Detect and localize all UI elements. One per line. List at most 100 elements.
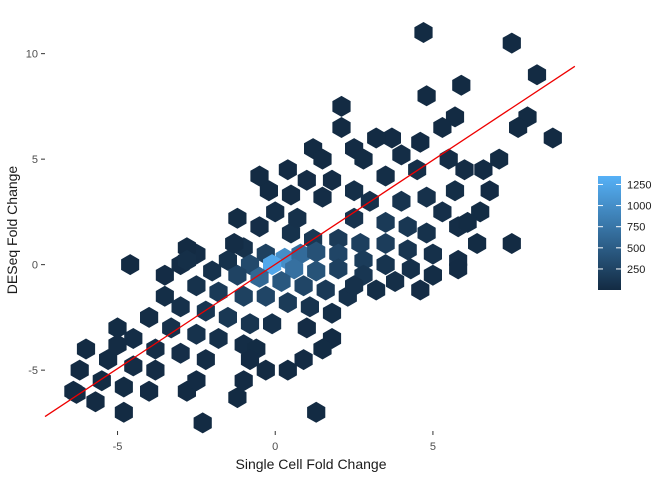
hex-bin — [527, 64, 547, 86]
hex-bin — [509, 117, 528, 138]
hex-bin — [386, 271, 405, 292]
hex-bin — [187, 275, 206, 297]
hex-bin — [354, 249, 373, 271]
hex-bin — [300, 296, 319, 318]
hex-bin — [234, 370, 253, 392]
hex-bin — [452, 74, 471, 96]
hex-bin — [177, 249, 196, 271]
hex-bin — [294, 275, 313, 297]
hex-bin — [114, 401, 133, 423]
hex-bin — [278, 159, 297, 181]
hex-bin — [250, 165, 269, 187]
x-tick-label: -5 — [113, 441, 123, 453]
hex-bin — [458, 211, 477, 233]
hex-bin — [411, 131, 430, 153]
hex-bin — [382, 127, 401, 149]
hex-bin — [401, 258, 420, 280]
hex-bin — [433, 201, 452, 223]
hex-bin — [398, 239, 417, 261]
hex-bin — [468, 233, 487, 254]
hex-bin — [322, 302, 342, 324]
hex-bin — [281, 222, 301, 244]
hex-bin — [332, 117, 351, 138]
hex-bin — [278, 359, 297, 381]
hex-bin — [209, 281, 228, 303]
legend-label: 500 — [627, 243, 645, 255]
hex-bin — [193, 412, 212, 434]
hex-layer — [64, 22, 562, 434]
hex-bin — [225, 233, 244, 254]
hex-bin — [376, 233, 395, 254]
hex-bin — [203, 260, 222, 282]
hex-bin — [155, 264, 174, 286]
hex-bin — [423, 243, 442, 265]
hex-bin — [294, 349, 313, 371]
hex-bin — [266, 201, 285, 223]
hex-bin — [367, 279, 386, 301]
hex-bin — [146, 338, 165, 360]
hex-bin — [70, 359, 89, 381]
hex-bin — [307, 241, 326, 263]
legend-label: 750 — [627, 222, 645, 234]
hex-bin — [228, 387, 247, 409]
hex-bin — [288, 207, 307, 229]
hex-bin — [502, 233, 521, 254]
hex-bin — [417, 222, 436, 244]
hex-bin — [345, 275, 364, 297]
hex-bin — [76, 338, 96, 360]
hex-bin — [285, 258, 304, 280]
hex-bin — [455, 159, 474, 181]
hex-bin — [114, 376, 133, 398]
hex-bin — [480, 180, 499, 202]
hex-bin — [433, 117, 452, 138]
hex-bin — [250, 216, 269, 238]
hex-bin — [86, 391, 105, 413]
hex-bin — [439, 148, 458, 170]
y-tick-label: -5 — [28, 365, 38, 377]
legend-label: 1250 — [627, 179, 651, 191]
y-tick-label: 0 — [32, 260, 38, 272]
hex-bin — [417, 186, 436, 208]
hex-bin — [354, 148, 373, 170]
hex-bin — [291, 243, 310, 265]
hex-bin — [140, 306, 159, 328]
hex-bin — [108, 334, 127, 356]
hex-bin — [121, 254, 140, 276]
hex-bin — [259, 180, 278, 202]
y-tick-label: 10 — [26, 49, 38, 61]
hex-bin — [316, 279, 335, 301]
hex-bin — [543, 127, 562, 149]
hex-bin — [187, 370, 206, 392]
hex-bin — [367, 127, 386, 149]
hex-bin — [329, 258, 348, 280]
hex-bin — [196, 300, 215, 322]
hex-bin — [281, 184, 301, 206]
hex-bin — [263, 313, 282, 335]
hex-bin — [256, 359, 275, 381]
hex-bin — [140, 380, 159, 402]
legend-colorbar — [598, 176, 621, 290]
hex-bin — [474, 159, 493, 181]
y-axis-title: DESeq Fold Change — [4, 166, 20, 295]
hex-bin — [313, 148, 332, 170]
hex-bin — [392, 144, 411, 166]
hex-bin — [218, 249, 237, 271]
legend: 250 500 750 1000 1250 — [598, 176, 651, 290]
x-tick-label: 5 — [430, 441, 436, 453]
hex-bin — [345, 180, 364, 202]
fit-line-layer — [44, 65, 576, 418]
hex-bin — [322, 169, 342, 191]
hex-bin — [162, 317, 181, 339]
hex-bin — [187, 323, 206, 345]
hex-bin — [124, 328, 143, 349]
hex-bin — [218, 306, 237, 328]
hex-bin — [297, 169, 316, 191]
hex-bin — [332, 95, 351, 117]
hex-bin — [228, 207, 247, 229]
hex-bin — [146, 359, 165, 381]
hex-bin — [329, 243, 348, 265]
legend-label: 1000 — [627, 201, 651, 213]
hex-bin — [351, 233, 370, 254]
hex-bin — [345, 207, 364, 229]
